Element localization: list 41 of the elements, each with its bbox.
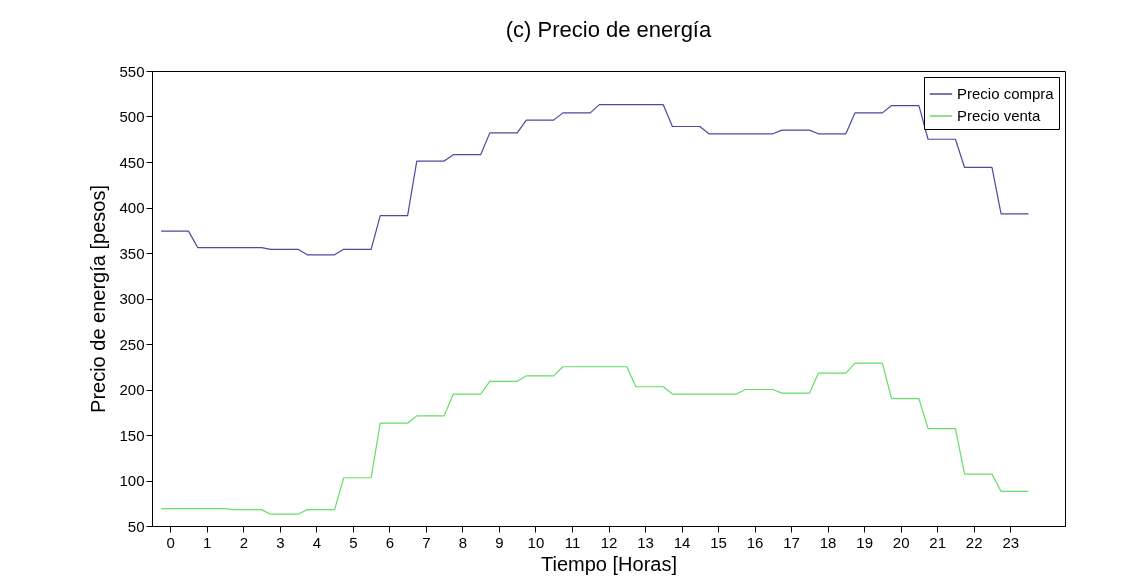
legend-label: Precio venta [957, 107, 1042, 124]
x-tick-label: 22 [965, 533, 983, 551]
y-tick-label: 100 [119, 472, 145, 489]
y-tick-label: 550 [119, 62, 145, 80]
x-tick-label: 4 [312, 533, 322, 551]
y-tick-label: 200 [119, 381, 145, 398]
x-tick-label: 12 [600, 533, 618, 551]
x-tick-label: 18 [819, 533, 837, 551]
x-tick-label: 20 [892, 533, 910, 551]
x-tick-label: 16 [746, 533, 764, 551]
y-axis-title: Precio de energía [pesos] [87, 185, 110, 413]
x-tick-label: 10 [527, 533, 545, 551]
x-tick-label: 14 [673, 533, 691, 551]
x-tick-label: 6 [385, 533, 395, 551]
x-tick-label: 3 [276, 533, 285, 551]
y-tick-label: 350 [119, 244, 145, 262]
x-tick-label: 7 [422, 533, 431, 551]
chart-title: (c) Precio de energía [505, 17, 712, 42]
y-tick-label: 50 [127, 517, 145, 535]
legend-label: Precio compra [957, 85, 1055, 102]
x-tick-label: 8 [458, 533, 468, 551]
y-tick-label: 400 [119, 199, 145, 216]
x-tick-label: 0 [166, 533, 175, 551]
x-tick-label: 15 [710, 533, 727, 551]
x-tick-label: 17 [783, 533, 800, 551]
x-tick-label: 11 [564, 533, 581, 551]
x-tick-label: 19 [856, 533, 873, 551]
x-axis-title: Tiempo [Horas] [541, 552, 677, 575]
x-tick-label: 21 [929, 533, 947, 551]
y-tick-label: 500 [119, 108, 145, 125]
x-tick-label: 5 [349, 533, 358, 551]
y-tick-label: 150 [119, 426, 145, 444]
x-tick-label: 1 [203, 533, 212, 551]
line-series [160, 362, 1030, 515]
y-tick-label: 450 [119, 153, 145, 171]
x-tick-label: 9 [495, 533, 504, 551]
y-tick-label: 250 [119, 335, 145, 353]
x-tick-label: 23 [1002, 533, 1020, 551]
y-tick-label: 300 [119, 290, 145, 307]
x-tick-label: 13 [637, 533, 654, 551]
x-tick-label: 2 [239, 533, 248, 551]
